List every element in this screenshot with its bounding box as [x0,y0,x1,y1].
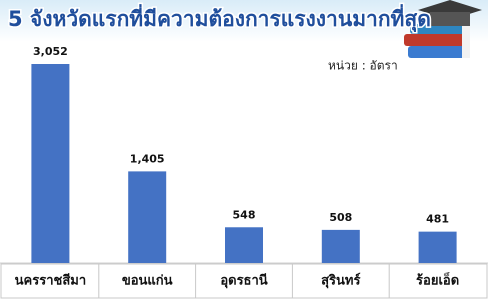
value-label: 481 [426,213,449,226]
x-tick-label: สุรินทร์ [321,273,360,289]
bar [225,227,263,263]
value-label: 508 [329,211,352,224]
x-tick-label: อุดรธานี [220,273,267,289]
bar [31,64,69,263]
chart-title: 5 จังหวัดแรกที่มีความต้องการแรงงานมากที่… [8,3,431,33]
chart: 5 จังหวัดแรกที่มีความต้องการแรงงานมากที่… [0,0,488,300]
value-label: 1,405 [130,152,165,165]
unit-note: หน่วย : อัตรา [328,59,398,73]
x-tick-label: นครราชสีมา [15,273,86,289]
x-tick-label: ขอนแก่น [122,274,173,289]
bar [128,171,166,263]
value-label: 548 [233,208,256,221]
x-tick-label: ร้อยเอ็ด [416,271,459,289]
bar [322,230,360,263]
bar [419,232,457,263]
value-label: 3,052 [33,45,68,58]
